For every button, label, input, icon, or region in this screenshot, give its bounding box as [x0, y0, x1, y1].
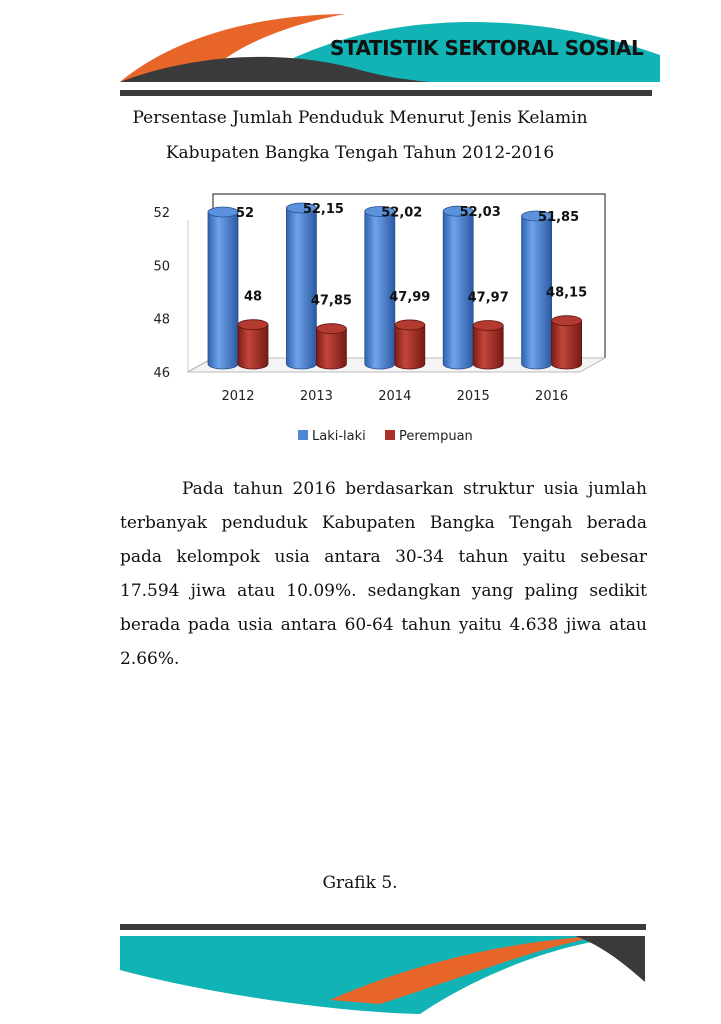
bar-laki-laki-2012 — [208, 212, 238, 369]
x-tick-label: 2016 — [535, 389, 568, 404]
figure-caption: Grafik 5. — [250, 873, 470, 893]
chart-title-line2: Kabupaten Bangka Tengah Tahun 2012-2016 — [110, 143, 610, 163]
bar-top-laki-laki-2012 — [208, 207, 238, 217]
bar-chart: 52 50 48 46 52 48 52,15 47,85 52,02 47,99 52,03 47… — [140, 180, 630, 455]
legend-swatch-laki-laki — [298, 430, 308, 440]
data-label-perempuan-2016: 48,15 — [546, 286, 587, 301]
bar-top-perempuan-2012 — [238, 320, 268, 330]
body-paragraph: Pada tahun 2016 berdasarkan struktur usi… — [120, 472, 647, 676]
header-divider-line — [120, 90, 652, 96]
data-label-perempuan-2014: 47,99 — [389, 290, 430, 305]
bar-top-perempuan-2013 — [316, 324, 346, 334]
bar-top-perempuan-2015 — [473, 320, 503, 330]
data-label-perempuan-2013: 47,85 — [311, 294, 352, 309]
data-label-laki-laki-2016: 51,85 — [538, 210, 579, 225]
bar-perempuan-2013 — [316, 329, 346, 369]
x-tick-label: 2014 — [378, 389, 411, 404]
data-label-laki-laki-2014: 52,02 — [381, 205, 422, 220]
x-tick-label: 2013 — [300, 389, 333, 404]
bar-perempuan-2015 — [473, 325, 503, 369]
bar-top-perempuan-2016 — [552, 316, 582, 326]
bar-top-perempuan-2014 — [395, 320, 425, 330]
y-tick-label: 50 — [153, 259, 170, 274]
footer-decoration — [0, 920, 721, 1024]
bar-laki-laki-2013 — [286, 208, 316, 369]
legend-label-laki-laki: Laki-laki — [312, 429, 366, 444]
x-tick-label: 2015 — [457, 389, 490, 404]
legend-swatch-perempuan — [385, 430, 395, 440]
footer-divider-line — [120, 924, 646, 930]
header-title: STATISTIK SEKTORAL SOSIAL — [330, 36, 650, 60]
y-tick-label: 52 — [153, 206, 170, 221]
bar-perempuan-2016 — [552, 321, 582, 369]
legend-label-perempuan: Perempuan — [399, 429, 473, 444]
y-tick-label: 46 — [153, 366, 170, 381]
bar-perempuan-2014 — [395, 325, 425, 369]
chart-title-line1: Persentase Jumlah Penduduk Menurut Jenis… — [110, 108, 610, 128]
bar-perempuan-2012 — [238, 325, 268, 369]
y-tick-label: 48 — [153, 313, 170, 328]
data-label-laki-laki-2015: 52,03 — [460, 205, 501, 220]
data-label-laki-laki-2012: 52 — [236, 206, 254, 221]
data-label-perempuan-2015: 47,97 — [468, 290, 509, 305]
x-tick-label: 2012 — [221, 389, 254, 404]
data-label-perempuan-2012: 48 — [244, 290, 262, 305]
data-label-laki-laki-2013: 52,15 — [303, 202, 344, 217]
